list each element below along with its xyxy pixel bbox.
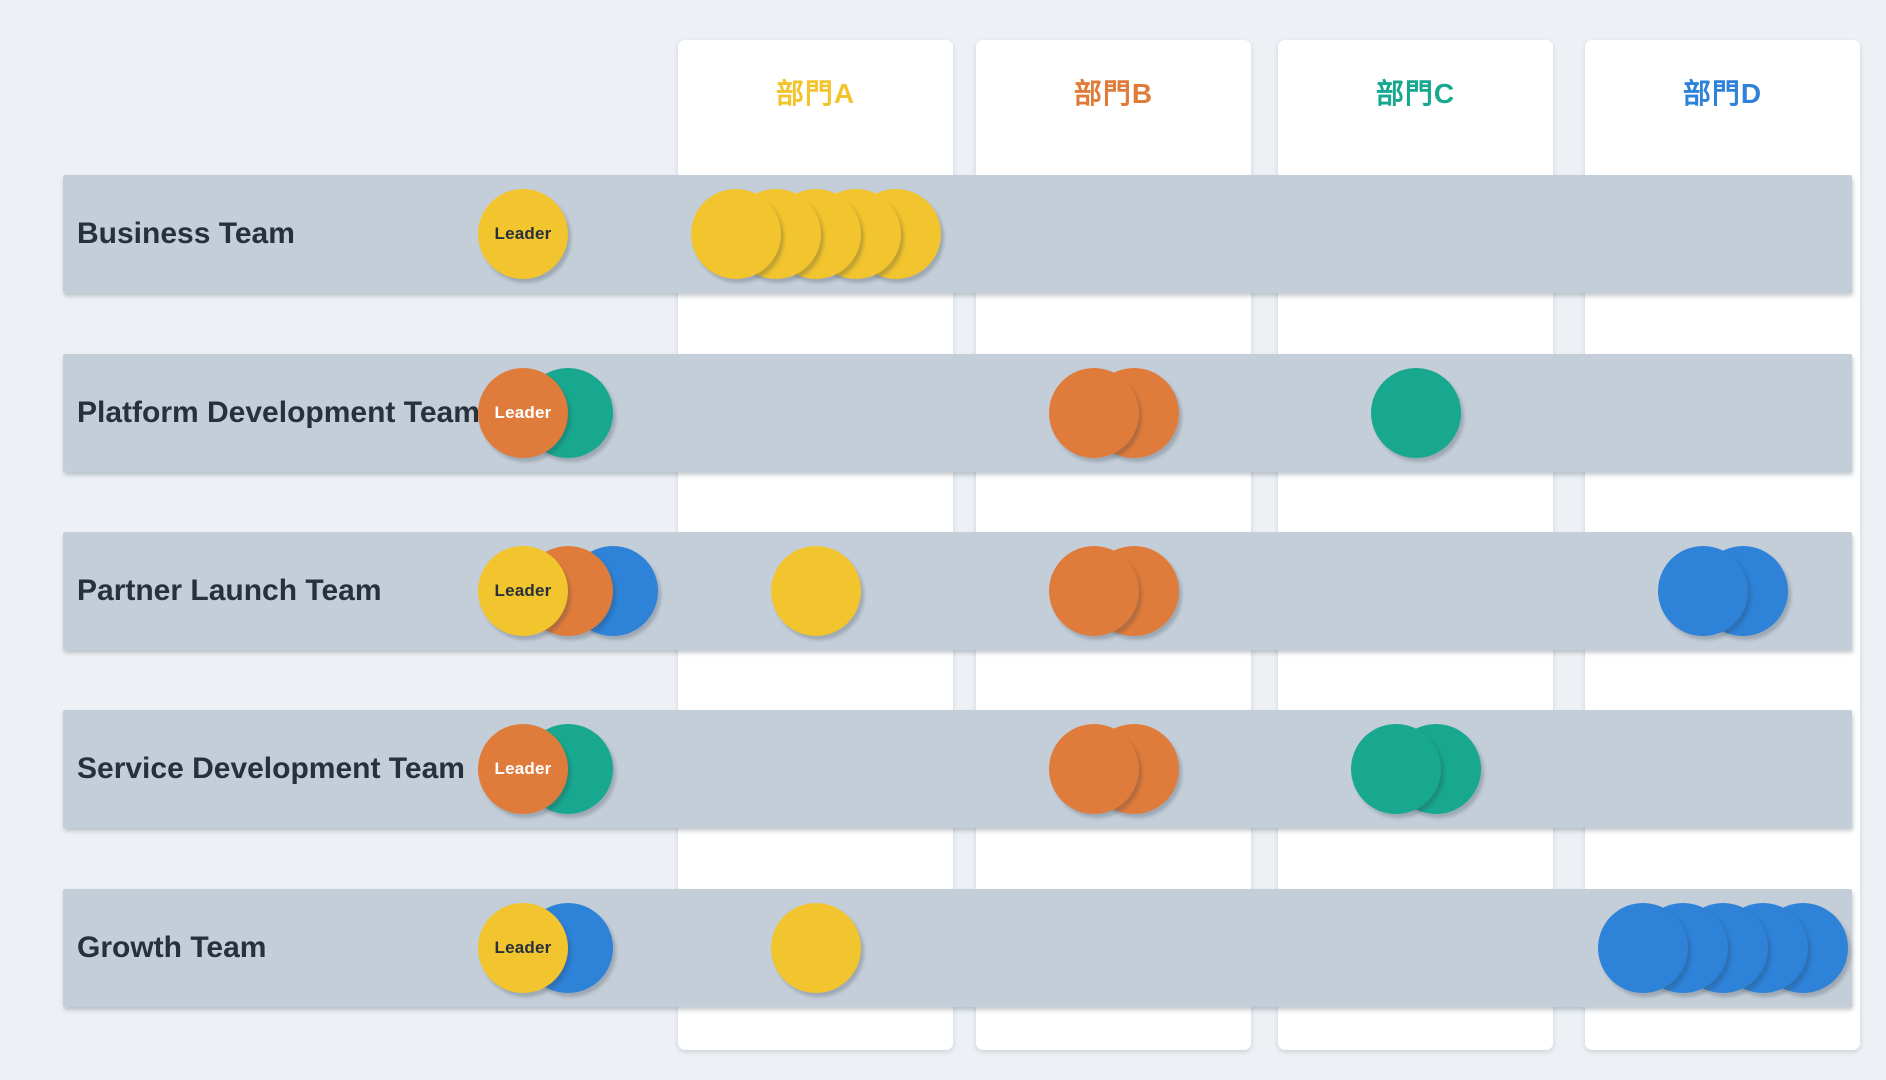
leader-label: Leader (494, 759, 552, 778)
team-name: Growth Team (77, 931, 267, 964)
member-circle (770, 546, 861, 636)
leader-label: Leader (494, 581, 552, 600)
member-circle (690, 189, 781, 279)
team-name: Business Team (77, 217, 295, 250)
leader-badge: Leader (478, 546, 568, 636)
team-row: Platform Development Team Leader (63, 354, 1852, 472)
member-circle (1048, 368, 1139, 458)
team-row: Growth Team Leader (63, 889, 1852, 1007)
member-circle (1350, 724, 1441, 814)
team-row: Business Team Leader (63, 175, 1852, 293)
leader-badge: Leader (478, 724, 568, 814)
department-label: 部門C (1375, 78, 1456, 109)
department-label: 部門D (1682, 78, 1763, 109)
member-circle (1048, 546, 1139, 636)
leader-label: Leader (494, 403, 552, 422)
leader-badge: Leader (478, 903, 568, 993)
team-row: Service Development Team Leader (63, 710, 1852, 828)
leader-label: Leader (494, 938, 552, 957)
leader-badge: Leader (478, 368, 568, 458)
team-row: Partner Launch Team Leader (63, 532, 1852, 650)
leader-badge: Leader (478, 189, 568, 279)
member-circle (770, 903, 861, 993)
leader-label: Leader (494, 224, 552, 243)
department-label: 部門A (775, 78, 856, 109)
member-circle (1048, 724, 1139, 814)
team-name: Platform Development Team (77, 396, 480, 429)
department-label: 部門B (1073, 78, 1154, 109)
member-circle (1657, 546, 1748, 636)
member-circle (1597, 903, 1688, 993)
team-name: Partner Launch Team (77, 574, 382, 607)
member-circle (1370, 368, 1461, 458)
team-name: Service Development Team (77, 752, 465, 785)
